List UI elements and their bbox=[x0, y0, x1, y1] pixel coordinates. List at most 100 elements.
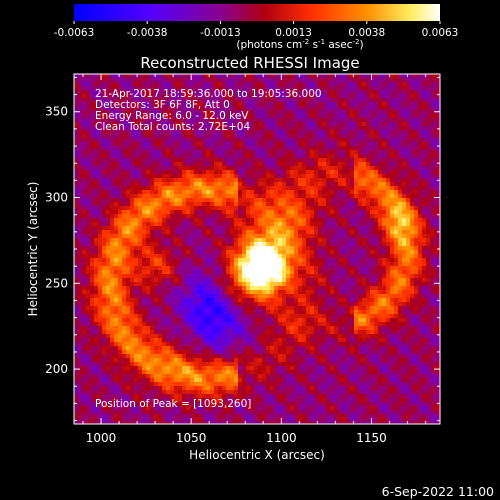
heatmap-cell bbox=[310, 286, 315, 291]
heatmap-cell bbox=[338, 118, 343, 123]
heatmap-cell bbox=[366, 250, 371, 255]
heatmap-cell bbox=[122, 126, 127, 131]
heatmap-cell bbox=[190, 198, 195, 203]
heatmap-cell bbox=[202, 234, 207, 239]
heatmap-cell bbox=[398, 286, 403, 291]
heatmap-cell bbox=[438, 234, 440, 239]
heatmap-cell bbox=[426, 218, 431, 223]
heatmap-cell bbox=[410, 74, 415, 79]
heatmap-cell bbox=[230, 226, 235, 231]
heatmap-cell bbox=[410, 258, 415, 263]
heatmap-cell bbox=[222, 230, 227, 235]
heatmap-cell bbox=[270, 154, 275, 159]
heatmap-cell bbox=[322, 174, 327, 179]
heatmap-cell bbox=[250, 82, 255, 87]
heatmap-cell bbox=[90, 130, 95, 135]
heatmap-cell bbox=[382, 122, 387, 127]
heatmap-cell bbox=[98, 114, 103, 119]
heatmap-cell bbox=[94, 182, 99, 187]
heatmap-cell bbox=[190, 234, 195, 239]
heatmap-cell bbox=[166, 194, 171, 199]
heatmap-cell bbox=[158, 206, 163, 211]
heatmap-cell bbox=[330, 122, 335, 127]
heatmap-cell bbox=[262, 130, 267, 135]
heatmap-cell bbox=[434, 78, 439, 83]
heatmap-cell bbox=[214, 230, 219, 235]
heatmap-cell bbox=[86, 174, 91, 179]
heatmap-cell bbox=[426, 114, 431, 119]
heatmap-cell bbox=[314, 122, 319, 127]
heatmap-cell bbox=[162, 210, 167, 215]
heatmap-cell bbox=[214, 110, 219, 115]
heatmap-cell bbox=[366, 222, 371, 227]
heatmap-cell bbox=[82, 270, 87, 275]
heatmap-cell bbox=[310, 194, 315, 199]
heatmap-cell bbox=[210, 122, 215, 127]
heatmap-cell bbox=[270, 110, 275, 115]
heatmap-cell bbox=[414, 198, 419, 203]
heatmap-cell bbox=[282, 270, 287, 275]
heatmap-cell bbox=[150, 78, 155, 83]
heatmap-cell bbox=[246, 258, 251, 263]
heatmap-cell bbox=[406, 234, 411, 239]
heatmap-cell bbox=[330, 202, 335, 207]
heatmap-cell bbox=[282, 222, 287, 227]
heatmap-cell bbox=[138, 262, 143, 267]
heatmap-cell bbox=[310, 170, 315, 175]
heatmap-cell bbox=[414, 90, 419, 95]
heatmap-cell bbox=[158, 114, 163, 119]
heatmap-cell bbox=[426, 262, 431, 267]
heatmap-cell bbox=[242, 102, 247, 107]
heatmap-cell bbox=[374, 266, 379, 271]
heatmap-cell bbox=[166, 74, 171, 79]
heatmap-cell bbox=[122, 282, 127, 287]
heatmap-cell bbox=[430, 74, 435, 79]
heatmap-cell bbox=[182, 222, 187, 227]
heatmap-cell bbox=[94, 270, 99, 275]
heatmap-cell bbox=[426, 134, 431, 139]
heatmap-cell bbox=[438, 78, 440, 83]
heatmap-cell bbox=[298, 122, 303, 127]
heatmap-cell bbox=[154, 126, 159, 131]
heatmap-cell bbox=[230, 130, 235, 135]
heatmap-cell bbox=[302, 226, 307, 231]
heatmap-cell bbox=[102, 182, 107, 187]
heatmap-cell bbox=[358, 222, 363, 227]
heatmap-cell bbox=[218, 190, 223, 195]
heatmap-cell bbox=[142, 86, 147, 91]
heatmap-cell bbox=[190, 226, 195, 231]
heatmap-cell bbox=[218, 242, 223, 247]
heatmap-cell bbox=[134, 230, 139, 235]
heatmap-cell bbox=[154, 146, 159, 151]
heatmap-cell bbox=[306, 162, 311, 167]
heatmap-cell bbox=[346, 266, 351, 271]
heatmap-cell bbox=[314, 266, 319, 271]
heatmap-cell bbox=[382, 258, 387, 263]
heatmap-cell bbox=[414, 262, 419, 267]
heatmap-cell bbox=[202, 286, 207, 291]
heatmap-cell bbox=[242, 270, 247, 275]
heatmap-cell bbox=[358, 86, 363, 91]
heatmap-cell bbox=[106, 150, 111, 155]
heatmap-cell bbox=[154, 98, 159, 103]
heatmap-cell bbox=[134, 106, 139, 111]
heatmap-cell bbox=[414, 274, 419, 279]
heatmap-cell bbox=[86, 122, 91, 127]
heatmap-cell bbox=[270, 106, 275, 111]
heatmap-cell bbox=[266, 162, 271, 167]
heatmap-cell bbox=[394, 98, 399, 103]
heatmap-cell bbox=[210, 142, 215, 147]
heatmap-cell bbox=[102, 118, 107, 123]
heatmap-cell bbox=[238, 258, 243, 263]
heatmap-cell bbox=[134, 214, 139, 219]
heatmap-cell bbox=[318, 162, 323, 167]
heatmap-cell bbox=[78, 230, 83, 235]
heatmap-cell bbox=[358, 270, 363, 275]
heatmap-cell bbox=[358, 230, 363, 235]
heatmap-cell bbox=[306, 206, 311, 211]
heatmap-cell bbox=[386, 174, 391, 179]
heatmap-cell bbox=[82, 90, 87, 95]
heatmap-cell bbox=[346, 142, 351, 147]
heatmap-cell bbox=[414, 222, 419, 227]
heatmap-cell bbox=[358, 210, 363, 215]
